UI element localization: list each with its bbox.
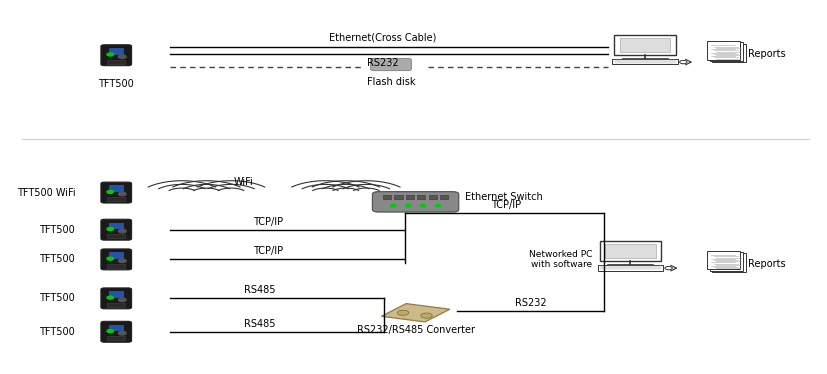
Circle shape [421,205,426,207]
Text: RS232/RS485 Converter: RS232/RS485 Converter [356,325,475,335]
Text: TFT500: TFT500 [40,254,75,264]
Circle shape [421,313,433,318]
Text: Ethernet(Cross Cable): Ethernet(Cross Cable) [329,33,437,43]
Bar [707,41,740,60]
Text: Networked PC
with software: Networked PC with software [528,250,592,269]
Circle shape [665,266,672,270]
Bar [108,303,125,307]
Circle shape [118,229,127,233]
Text: Reports: Reports [748,49,786,59]
Circle shape [107,296,113,299]
FancyBboxPatch shape [101,321,131,342]
FancyBboxPatch shape [101,249,131,270]
Text: WiFi: WiFi [233,177,253,187]
FancyBboxPatch shape [101,182,131,203]
Bar [598,265,663,270]
Circle shape [118,331,127,335]
Circle shape [436,205,441,207]
Bar [108,197,125,201]
Bar [710,42,743,61]
Text: Flash disk: Flash disk [366,77,415,88]
FancyBboxPatch shape [372,192,459,212]
Bar [605,244,656,258]
Text: TCP/IP: TCP/IP [253,217,283,227]
Bar [109,223,123,228]
Bar [108,234,125,238]
FancyBboxPatch shape [101,45,131,66]
Text: Ethernet Switch: Ethernet Switch [465,192,543,202]
Circle shape [118,259,127,263]
Circle shape [397,310,409,315]
FancyBboxPatch shape [370,58,411,71]
Bar [108,336,125,340]
Bar [109,291,123,297]
Bar [109,252,123,258]
Bar [612,59,678,64]
Bar [108,60,125,64]
Circle shape [118,55,127,58]
Text: RS485: RS485 [244,319,275,329]
Bar [382,58,399,64]
FancyBboxPatch shape [101,288,131,309]
Text: RS485: RS485 [244,285,275,295]
Text: TFT500: TFT500 [40,327,75,337]
Bar [707,251,740,269]
Bar [428,194,437,199]
Text: RS232: RS232 [514,298,546,309]
Circle shape [118,298,127,301]
Bar [712,253,746,272]
Bar [109,325,123,330]
Bar [109,186,123,191]
Text: TCP/IP: TCP/IP [490,200,521,210]
Circle shape [107,190,113,193]
Bar [394,194,403,199]
Bar [614,35,676,55]
Circle shape [405,205,410,207]
Text: Reports: Reports [748,259,786,269]
Circle shape [107,227,113,230]
Text: TFT500: TFT500 [40,293,75,303]
Circle shape [107,53,113,56]
Text: TFT500 WiFi: TFT500 WiFi [17,188,75,197]
Bar [600,241,661,261]
Bar [109,48,123,54]
Polygon shape [381,304,450,322]
Bar [406,194,414,199]
Circle shape [680,61,687,64]
Text: TCP/IP: TCP/IP [253,246,283,257]
Bar [108,264,125,268]
Bar [440,194,448,199]
Text: TFT500: TFT500 [40,225,75,235]
Bar [383,194,391,199]
Bar [417,194,425,199]
FancyBboxPatch shape [101,219,131,240]
Circle shape [107,329,113,332]
Text: RS232: RS232 [367,58,399,68]
Bar [712,43,746,62]
Circle shape [387,63,395,66]
Bar [620,38,671,52]
Bar [710,252,743,271]
Text: TFT500: TFT500 [98,79,134,89]
Circle shape [390,205,395,207]
Circle shape [118,192,127,196]
Circle shape [107,257,113,260]
